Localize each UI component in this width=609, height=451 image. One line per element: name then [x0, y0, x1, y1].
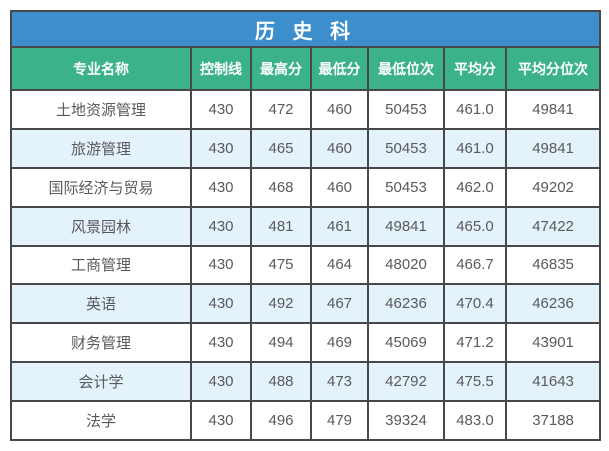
score-cell: 465	[250, 127, 312, 169]
score-cell: 46236	[504, 283, 602, 325]
score-cell: 430	[190, 166, 252, 208]
score-cell: 496	[250, 400, 312, 441]
score-cell: 465.0	[443, 205, 507, 247]
major-name-cell: 土地资源管理	[10, 89, 192, 130]
score-cell: 461.0	[443, 127, 507, 169]
score-cell: 47422	[504, 205, 602, 247]
col-header-avg-score: 平均分	[443, 46, 507, 91]
major-name-cell: 会计学	[10, 361, 192, 402]
score-cell: 464	[310, 244, 369, 286]
col-header-control-line: 控制线	[190, 46, 252, 91]
score-cell: 430	[190, 361, 252, 402]
table-row: 旅游管理 430 465 460 50453 461.0 49841	[10, 127, 602, 169]
score-cell: 475	[250, 244, 312, 286]
score-cell: 48020	[367, 244, 445, 286]
score-cell: 475.5	[443, 361, 507, 402]
score-cell: 50453	[367, 127, 445, 169]
score-cell: 46835	[504, 244, 602, 286]
score-cell: 483.0	[443, 400, 507, 441]
score-cell: 469	[310, 322, 369, 364]
table-row: 英语 430 492 467 46236 470.4 46236	[10, 283, 602, 325]
score-cell: 473	[310, 361, 369, 402]
table-title-row: 历 史 科	[9, 10, 602, 48]
score-cell: 430	[190, 322, 252, 364]
col-header-max-score: 最高分	[250, 46, 312, 91]
score-cell: 466.7	[443, 244, 507, 286]
major-name-cell: 国际经济与贸易	[10, 166, 192, 208]
major-name-cell: 工商管理	[10, 244, 192, 286]
table-row: 财务管理 430 494 469 45069 471.2 43901	[10, 322, 602, 364]
score-cell: 470.4	[443, 283, 507, 325]
score-cell: 488	[250, 361, 312, 402]
score-cell: 460	[310, 166, 369, 208]
col-header-major-name: 专业名称	[10, 46, 192, 91]
score-cell: 39324	[367, 400, 445, 441]
major-name-cell: 风景园林	[10, 205, 192, 247]
major-name-cell: 旅游管理	[10, 127, 192, 169]
score-cell: 43901	[504, 322, 602, 364]
score-cell: 462.0	[443, 166, 507, 208]
table-body: 土地资源管理 430 472 460 50453 461.0 49841 旅游管理 430 465…	[10, 89, 602, 441]
score-cell: 460	[310, 89, 369, 130]
score-cell: 50453	[367, 166, 445, 208]
major-name-cell: 法学	[10, 400, 192, 441]
table-row: 法学 430 496 479 39324 483.0 37188	[10, 400, 602, 441]
major-name-cell: 英语	[10, 283, 192, 325]
score-cell: 430	[190, 127, 252, 169]
score-cell: 49841	[504, 89, 602, 130]
table-row: 会计学 430 488 473 42792 475.5 41643	[10, 361, 602, 402]
score-cell: 430	[190, 205, 252, 247]
col-header-min-rank: 最低位次	[367, 46, 445, 91]
score-cell: 430	[190, 283, 252, 325]
score-cell: 460	[310, 127, 369, 169]
score-cell: 430	[190, 89, 252, 130]
score-cell: 50453	[367, 89, 445, 130]
table-row: 土地资源管理 430 472 460 50453 461.0 49841	[10, 89, 602, 130]
score-cell: 461.0	[443, 89, 507, 130]
table-row: 风景园林 430 481 461 49841 465.0 47422	[10, 205, 602, 247]
score-cell: 45069	[367, 322, 445, 364]
score-cell: 49841	[504, 127, 602, 169]
score-cell: 494	[250, 322, 312, 364]
score-cell: 468	[250, 166, 312, 208]
table-row: 工商管理 430 475 464 48020 466.7 46835	[10, 244, 602, 286]
scores-table: 历 史 科 专业名称 控制线 最高分 最低分 最低位次 平均分 平均分位次 土地…	[9, 10, 602, 441]
major-name-cell: 财务管理	[10, 322, 192, 364]
score-cell: 430	[190, 244, 252, 286]
score-cell: 37188	[504, 400, 602, 441]
score-cell: 42792	[367, 361, 445, 402]
score-cell: 49202	[504, 166, 602, 208]
col-header-min-score: 最低分	[310, 46, 369, 91]
score-cell: 472	[250, 89, 312, 130]
score-cell: 467	[310, 283, 369, 325]
table-title: 历 史 科	[9, 10, 602, 48]
score-cell: 41643	[504, 361, 602, 402]
score-cell: 481	[250, 205, 312, 247]
score-cell: 49841	[367, 205, 445, 247]
score-cell: 471.2	[443, 322, 507, 364]
table-row: 国际经济与贸易 430 468 460 50453 462.0 49202	[10, 166, 602, 208]
score-cell: 430	[190, 400, 252, 441]
score-cell: 479	[310, 400, 369, 441]
score-cell: 46236	[367, 283, 445, 325]
score-cell: 461	[310, 205, 369, 247]
header-row: 专业名称 控制线 最高分 最低分 最低位次 平均分 平均分位次	[10, 46, 602, 91]
col-header-avg-rank: 平均分位次	[504, 46, 602, 91]
score-cell: 492	[250, 283, 312, 325]
